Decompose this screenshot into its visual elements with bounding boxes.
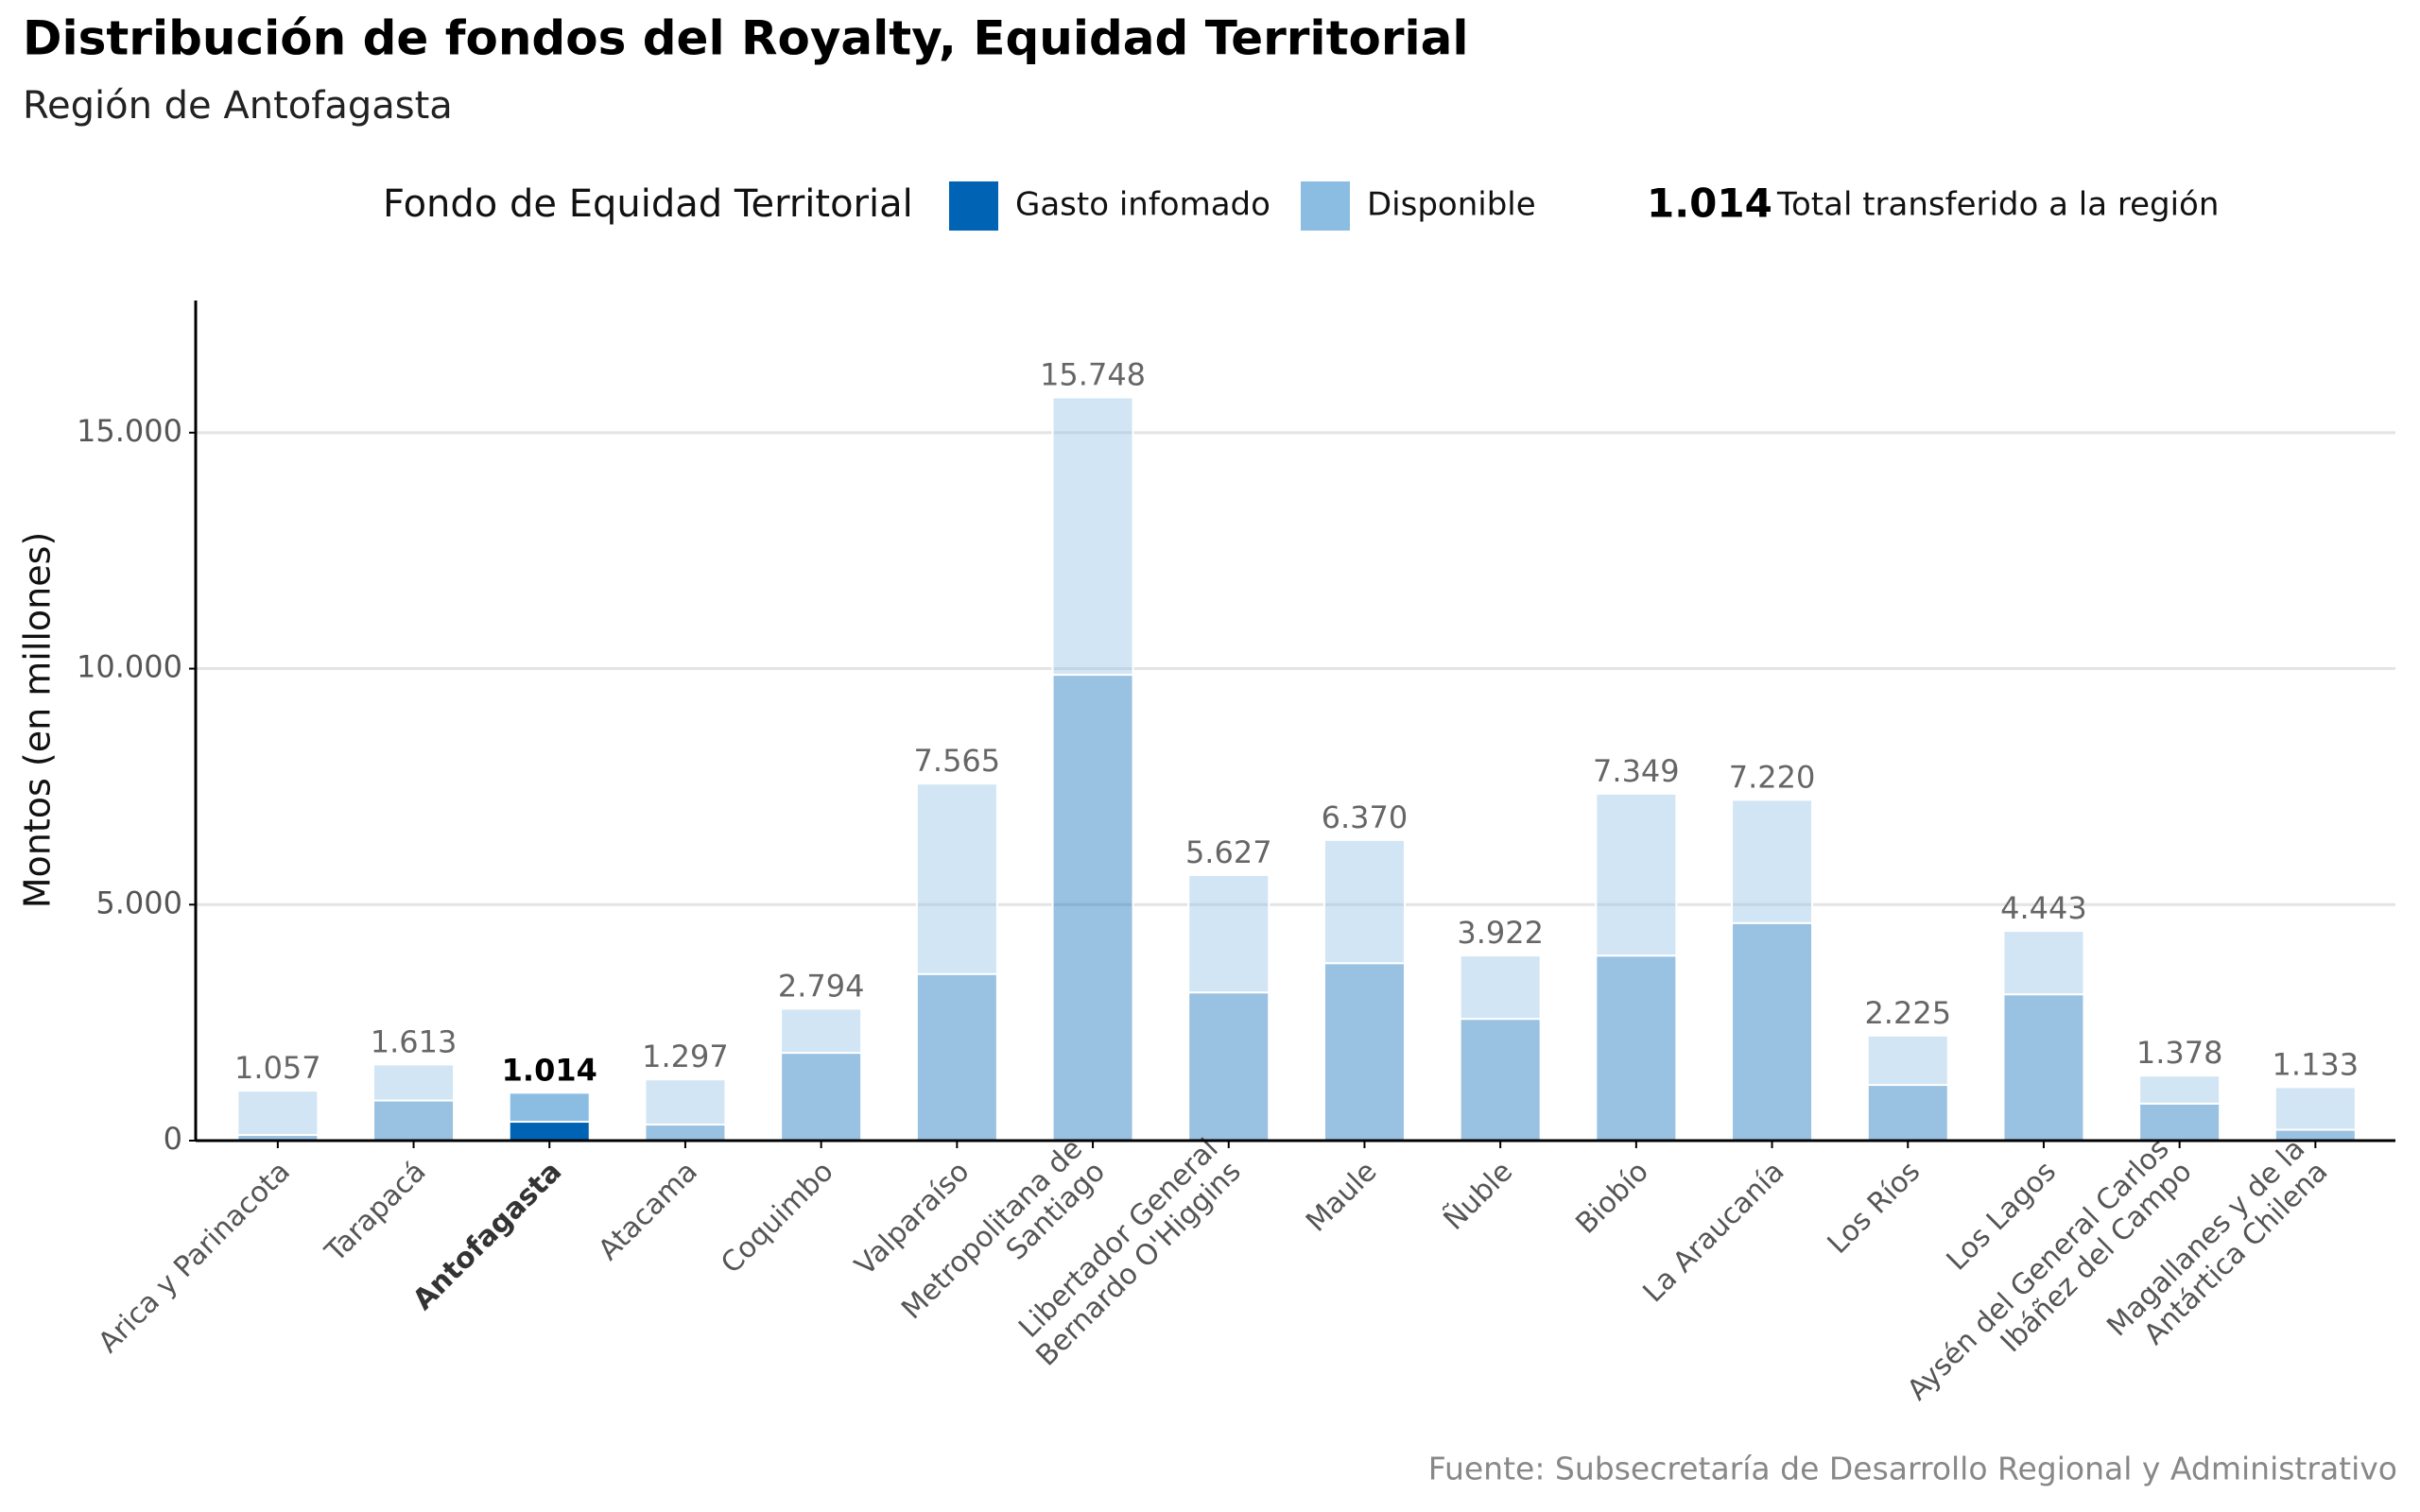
legend-title: Fondo de Equidad Territorial	[383, 182, 913, 226]
x-tick-label: Biobío	[1569, 1155, 1655, 1241]
total-label: 4.443	[2000, 890, 2087, 926]
y-tick-label: 5.000	[95, 885, 182, 920]
x-tick-label: Maule	[1300, 1155, 1383, 1238]
legend-label: Gasto infomado	[1015, 186, 1270, 224]
bar-segment	[508, 1121, 591, 1142]
total-label: 15.748	[1040, 356, 1146, 392]
bar-segment	[1051, 396, 1134, 677]
x-tick-label: Atacama	[592, 1155, 704, 1267]
bar-segment	[1322, 838, 1406, 965]
x-tick-label: Los Ríos	[1821, 1155, 1927, 1261]
bar-segment	[1731, 921, 1814, 1142]
total-label: 6.370	[1322, 799, 1409, 835]
chart-title: Distribución de fondos del Royalty, Equi…	[23, 11, 1469, 66]
total-label: 2.794	[778, 968, 865, 1004]
bar-segment	[780, 1052, 863, 1142]
chart-subtitle: Región de Antofagasta	[23, 84, 453, 128]
bar-segment	[1595, 792, 1678, 957]
x-tick-label: Ñuble	[1437, 1154, 1519, 1236]
bar-segment	[644, 1124, 727, 1142]
bar-segment	[2002, 993, 2085, 1143]
legend-swatch	[949, 181, 998, 231]
bar-segment	[2138, 1074, 2221, 1105]
bar-segment	[1595, 954, 1678, 1142]
total-label: 3.922	[1457, 915, 1544, 951]
total-label: 1.014	[502, 1052, 597, 1088]
total-label: 7.349	[1593, 753, 1680, 789]
total-label: 1.057	[234, 1050, 321, 1086]
legend-swatch	[1301, 181, 1350, 231]
y-tick-label: 0	[164, 1121, 182, 1157]
x-tick-label: La Araucanía	[1636, 1155, 1790, 1309]
bar-segment	[1322, 962, 1406, 1142]
bar-segment	[508, 1091, 591, 1124]
bar-segment	[915, 972, 998, 1143]
bar-segment	[1187, 873, 1270, 994]
y-axis-title: Montos (en millones)	[17, 532, 59, 909]
total-label: 1.378	[2136, 1035, 2223, 1071]
bar-segment	[1187, 991, 1270, 1142]
total-label: 1.133	[2273, 1046, 2360, 1082]
bar-segment	[1459, 1018, 1542, 1142]
bar-segment	[1459, 954, 1542, 1021]
bar-segment	[1731, 799, 1814, 924]
total-label: 7.565	[914, 743, 1001, 779]
bar-segment	[2273, 1086, 2357, 1131]
bar-segment	[236, 1090, 320, 1137]
bar-segment	[372, 1099, 456, 1142]
total-label: 1.297	[642, 1039, 729, 1074]
total-label: 5.627	[1185, 834, 1272, 870]
bar-segment	[1866, 1034, 1949, 1087]
bar-segment	[1051, 674, 1134, 1142]
source: Fuente: Subsecretaría de Desarrollo Regi…	[1428, 1451, 2397, 1487]
y-tick-label: 10.000	[77, 649, 182, 685]
bar-segment	[915, 782, 998, 975]
bar-segment	[1866, 1084, 1949, 1142]
x-tick-label: Tarapacá	[318, 1155, 432, 1269]
legend-total-value: 1.014	[1647, 180, 1772, 227]
legend-label: Disponible	[1367, 186, 1536, 224]
bar-segment	[780, 1007, 863, 1055]
bar-segment	[372, 1063, 456, 1102]
bar-segment	[2138, 1102, 2221, 1142]
y-tick-label: 15.000	[77, 413, 182, 449]
x-tick-label: Coquimbo	[715, 1155, 839, 1280]
x-tick-label: Arica y Parinacota	[92, 1155, 296, 1359]
bar-segment	[644, 1078, 727, 1126]
legend-total-text: Total transferido a la región	[1776, 186, 2219, 224]
total-label: 1.613	[371, 1023, 458, 1059]
bar-segment	[2002, 930, 2085, 996]
total-label: 2.225	[1864, 995, 1951, 1031]
total-label: 7.220	[1729, 759, 1816, 795]
